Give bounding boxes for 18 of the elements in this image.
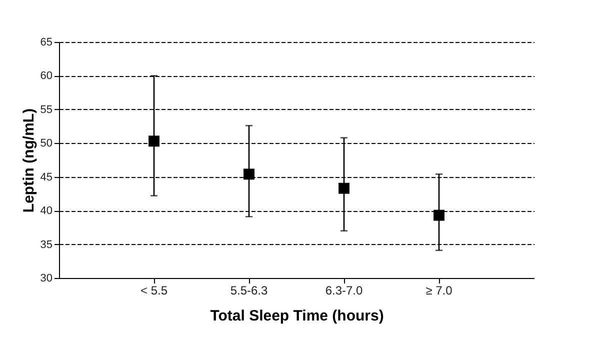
y-tick-label: 65: [40, 36, 52, 48]
y-tick-label: 35: [40, 238, 52, 251]
y-tick-label: 50: [40, 138, 52, 150]
point: [434, 210, 444, 221]
x-tick-label: < 5.5: [140, 284, 168, 298]
x-axis-title: Total Sleep Time (hours): [210, 308, 384, 324]
point: [244, 168, 254, 180]
y-tick-label: 30: [40, 272, 52, 284]
y-tick-label: 45: [40, 171, 52, 184]
point: [338, 182, 350, 194]
point: [148, 136, 160, 147]
y-tick-label: 55: [40, 104, 52, 116]
x-tick-label: 5.5-6.3: [230, 284, 268, 298]
y-tick-label: 60: [40, 70, 52, 82]
y-axis-title: Leptin (ng/mL): [20, 108, 38, 213]
y-tick-label: 40: [40, 205, 52, 218]
x-tick-label: ≥ 7.0: [426, 284, 453, 298]
x-tick-label: 6.3-7.0: [325, 284, 364, 298]
